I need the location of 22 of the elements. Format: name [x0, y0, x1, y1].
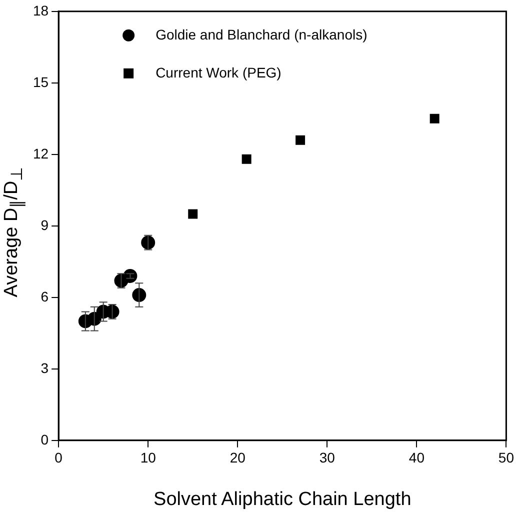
x-axis-title: Solvent Aliphatic Chain Length [154, 488, 412, 510]
point [430, 114, 440, 124]
x-tick-label: 10 [140, 450, 156, 466]
point [132, 288, 146, 302]
y-tick-label: 6 [40, 288, 49, 304]
point [188, 209, 198, 219]
x-tick-label: 50 [498, 450, 514, 466]
y-tick-label: 3 [40, 360, 49, 376]
y-tick-label: 12 [32, 145, 49, 162]
y-tick-label: 15 [32, 74, 49, 90]
y-tick-label: 18 [32, 2, 49, 18]
point [141, 236, 156, 250]
x-tick-label: 0 [54, 450, 63, 466]
legend-label: Current Work (PEG) [156, 64, 282, 80]
x-tick-label: 20 [230, 450, 246, 466]
point [296, 135, 306, 145]
y-tick-label: 0 [40, 431, 49, 448]
legend-label: Goldie and Blanchard (n-alkanols) [156, 26, 368, 42]
y-tick-label: 9 [40, 216, 49, 233]
point [242, 154, 252, 164]
x-tick-label: 30 [319, 450, 336, 466]
x-tick-label: 40 [408, 450, 425, 466]
